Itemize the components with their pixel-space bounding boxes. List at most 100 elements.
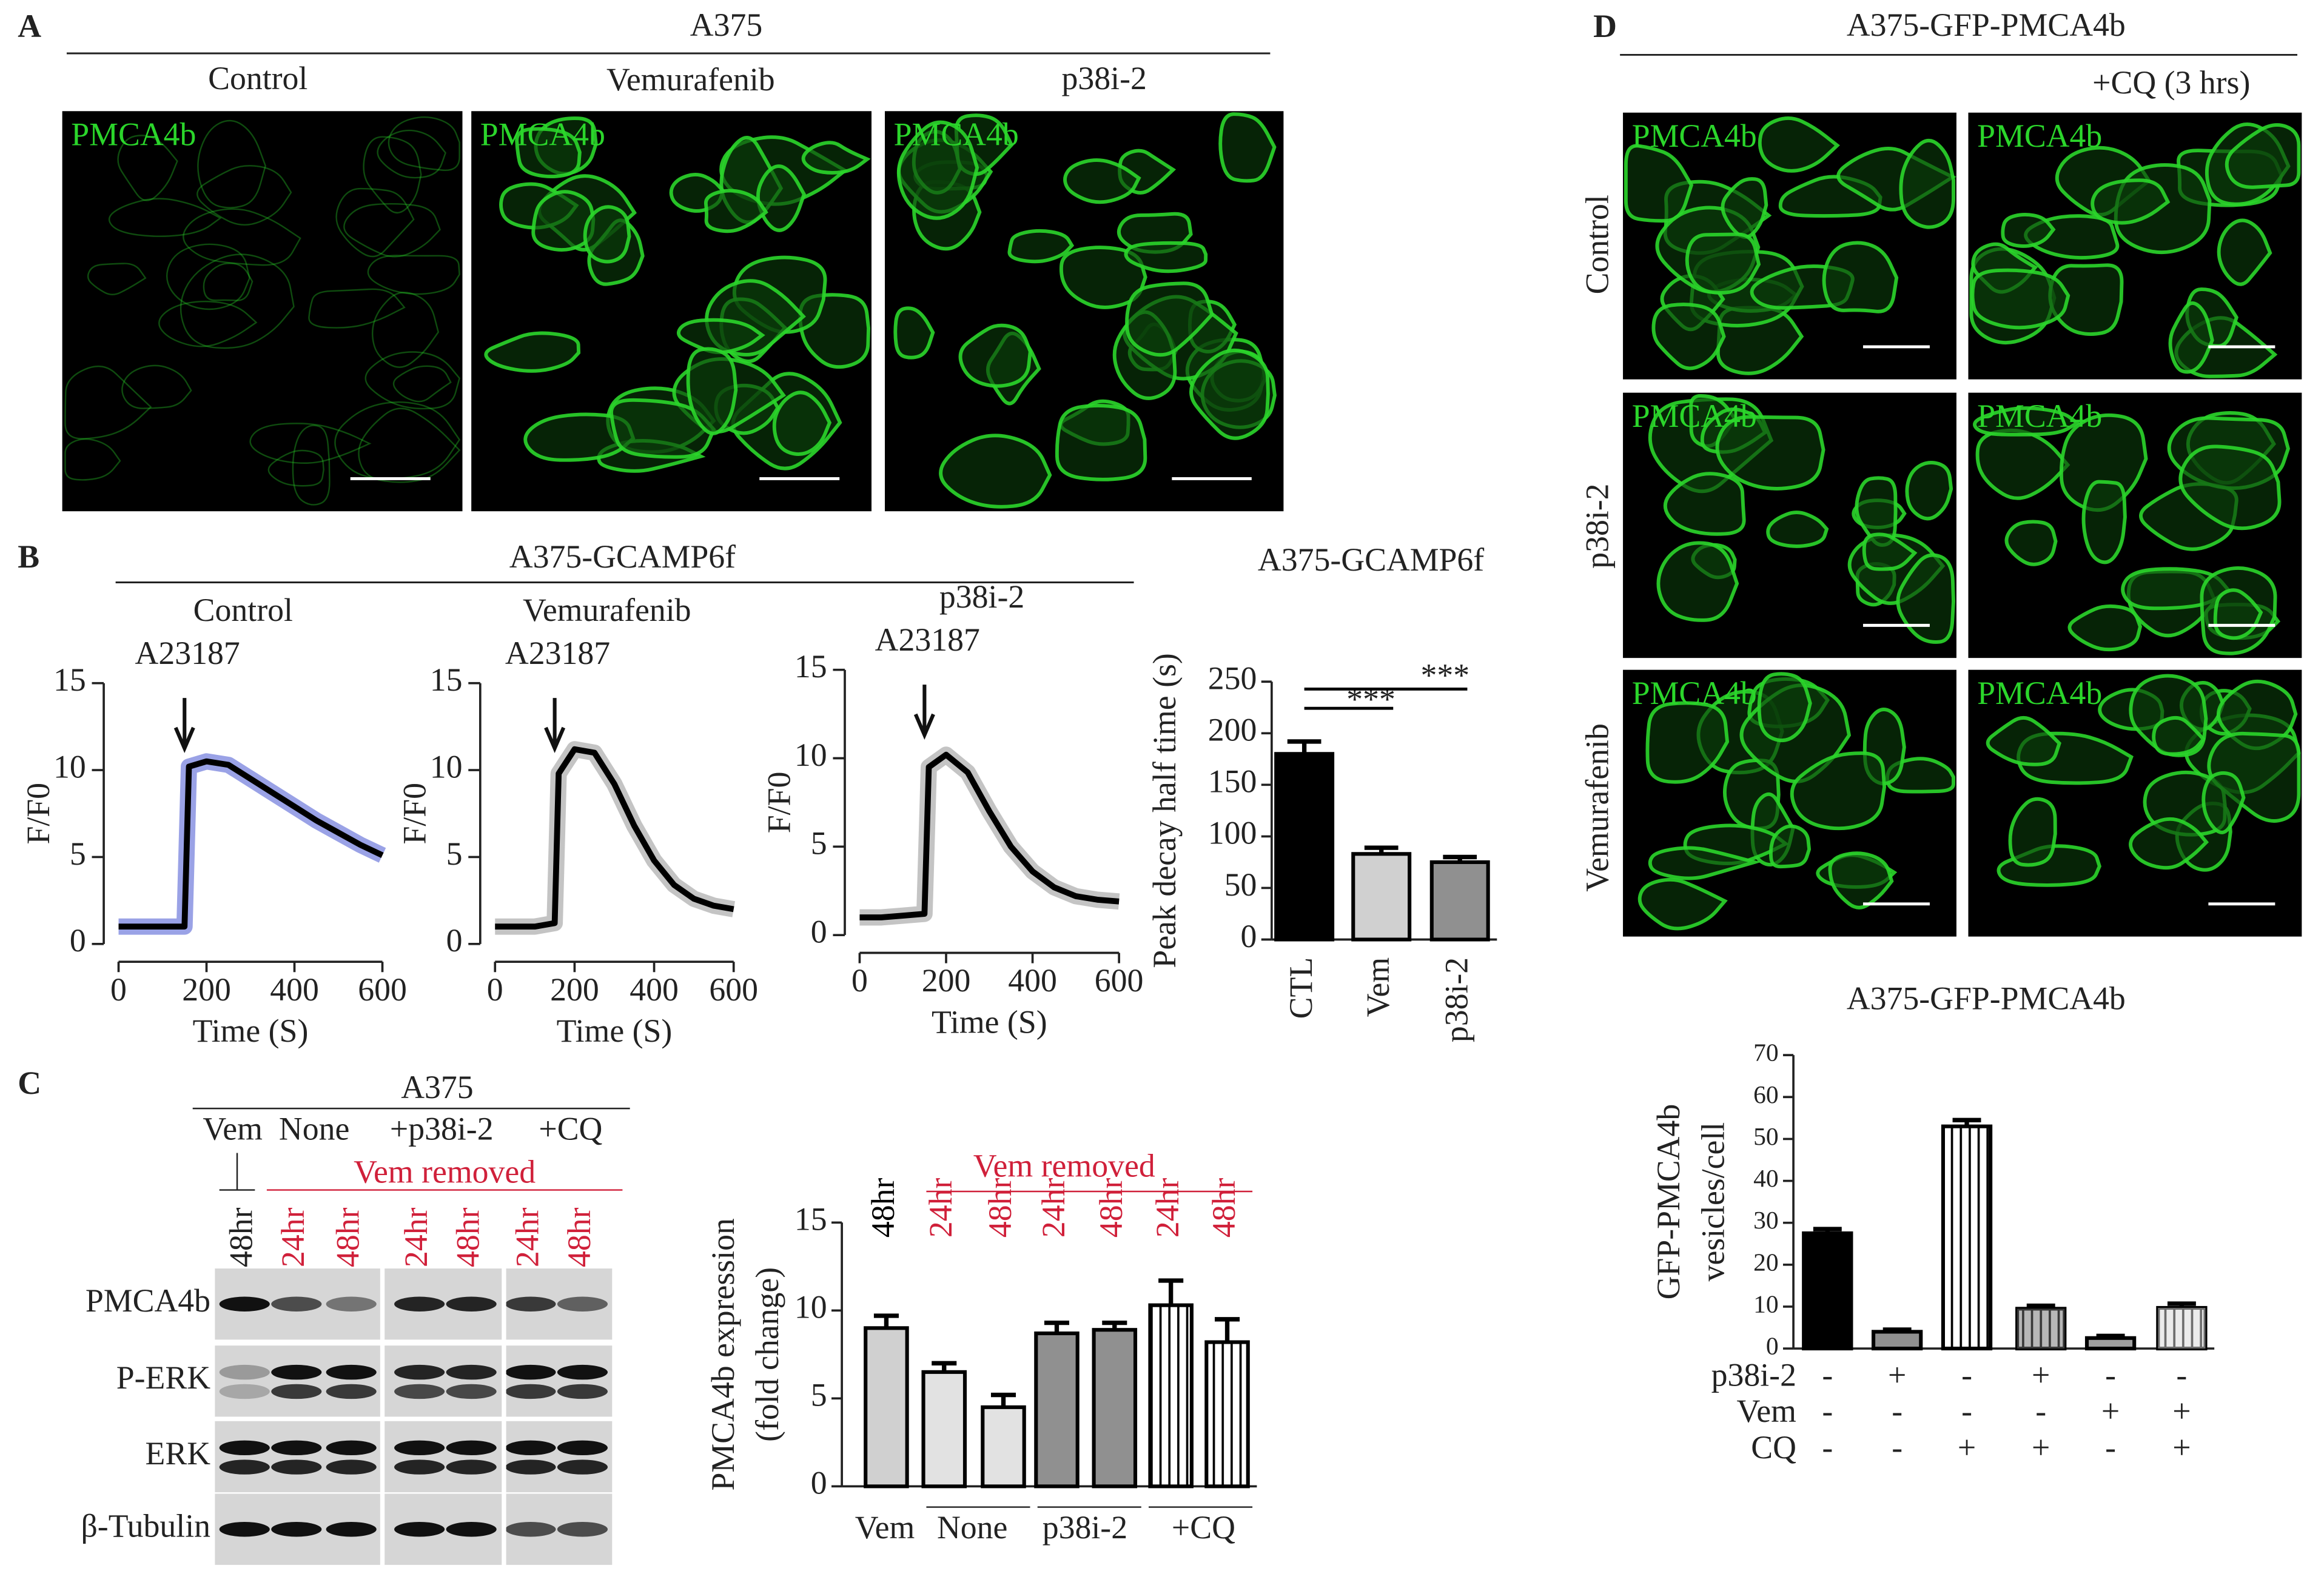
blot-band — [219, 1459, 270, 1475]
bar — [981, 1405, 1026, 1489]
cell-outline — [2001, 213, 2056, 248]
lane-label: 48hr — [561, 1207, 597, 1267]
lane-label: 48hr — [223, 1207, 260, 1267]
blot-band — [557, 1459, 608, 1475]
cell-outline — [2178, 444, 2282, 531]
blot-band — [219, 1521, 270, 1537]
row-label: Vemurafenib — [1579, 723, 1616, 892]
trace — [495, 746, 734, 930]
cell-outline — [2008, 797, 2057, 867]
bar-tint — [2158, 1307, 2206, 1349]
cell-outline — [87, 263, 147, 295]
cell-outline — [196, 165, 292, 226]
table-cell: - — [2105, 1356, 2116, 1393]
cell-outline — [308, 288, 406, 329]
y-tick-label: 10 — [1753, 1290, 1779, 1318]
bar — [1204, 1340, 1250, 1489]
blot-band — [394, 1384, 445, 1399]
cell-outline — [801, 141, 871, 175]
cell-outline — [1648, 846, 1762, 880]
bar — [1941, 1124, 1993, 1351]
y-tick-label: 150 — [1208, 763, 1257, 800]
y-tick-label: 5 — [811, 1377, 827, 1413]
bar — [1034, 1331, 1080, 1489]
blot-row-label: β-Tubulin — [81, 1508, 210, 1544]
panel-title: A375-GFP-PMCA4b — [1847, 7, 2126, 43]
y-axis-label: vesicles/cell — [1694, 1122, 1731, 1282]
x-tick-label: 48hr — [1093, 1178, 1129, 1238]
table-cell: - — [2105, 1429, 2116, 1466]
cell-outline — [1766, 511, 1829, 548]
cell-outline — [1822, 241, 1899, 313]
blot-band — [446, 1459, 497, 1475]
group-label: Vem — [203, 1111, 263, 1147]
cell-outline — [180, 253, 295, 349]
cell-outline — [2225, 123, 2301, 189]
cell-outline — [1663, 472, 1746, 536]
chart-title: p38i-2 — [939, 578, 1024, 615]
group-label: +p38i-2 — [390, 1111, 494, 1147]
y-axis-label: (fold change) — [749, 1267, 785, 1442]
cell-outline — [1721, 177, 1768, 239]
blot-band — [219, 1296, 270, 1312]
cell-outline — [610, 398, 716, 459]
cell-outline — [183, 208, 301, 266]
blot-band — [271, 1296, 322, 1312]
blot-band — [326, 1440, 377, 1456]
y-tick-label: 10 — [794, 737, 827, 773]
bar — [2084, 1336, 2137, 1351]
blot-strip — [215, 1345, 613, 1417]
trace — [118, 758, 384, 930]
blot-band — [446, 1364, 497, 1380]
blot-band — [505, 1459, 556, 1475]
blot-strip — [215, 1421, 613, 1493]
significance-label: *** — [1346, 681, 1395, 717]
y-tick-label: 250 — [1208, 660, 1257, 697]
table-row-label: CQ — [1751, 1429, 1796, 1466]
y-tick-label: 0 — [446, 922, 463, 959]
blot-band — [505, 1521, 556, 1537]
blot-band — [394, 1440, 445, 1456]
x-tick-label: 200 — [550, 971, 599, 1008]
blot-band — [326, 1384, 377, 1399]
y-tick-label: 0 — [1241, 918, 1257, 954]
y-tick-label: 10 — [53, 748, 86, 785]
annotation: A23187 — [505, 635, 610, 671]
table-row-label: p38i-2 — [1711, 1356, 1796, 1393]
chart-title: Control — [193, 592, 293, 628]
table-cell: + — [2032, 1429, 2050, 1466]
y-axis-label: F/F0 — [761, 772, 798, 834]
cell-outline — [583, 205, 631, 264]
panel-letter: D — [1593, 8, 1617, 44]
removed-label: Vem removed — [354, 1153, 536, 1190]
y-tick-label: 50 — [1224, 866, 1257, 903]
stimulus-arrow — [173, 698, 195, 753]
cell-outline — [363, 136, 422, 214]
cell-outline — [197, 119, 267, 209]
cell-outline — [2004, 520, 2058, 566]
stain-label: PMCA4b — [1977, 398, 2102, 434]
blot-band — [219, 1384, 270, 1399]
y-axis-label: GFP-PMCA4b — [1650, 1104, 1687, 1300]
chart-title: Vemurafenib — [523, 592, 691, 628]
cell-outline — [2129, 817, 2209, 870]
cell-outline — [1055, 404, 1147, 481]
stain-label: PMCA4b — [1632, 398, 1757, 434]
blot-band — [557, 1440, 608, 1456]
cell-outline — [64, 438, 121, 481]
table-cell: + — [2172, 1393, 2191, 1429]
cell-outline — [2201, 771, 2246, 834]
blot-band — [557, 1296, 608, 1312]
cell-outline — [1218, 112, 1277, 183]
cell-outline — [1656, 541, 1739, 622]
table-cell: - — [1892, 1393, 1903, 1429]
panel-title: A375-GCAMP6f — [509, 538, 736, 575]
stain-label: PMCA4b — [1632, 118, 1757, 154]
y-tick-label: 5 — [811, 825, 827, 862]
cell-outline — [686, 347, 738, 435]
y-tick-label: 10 — [430, 748, 463, 785]
x-axis-label: Time (S) — [557, 1013, 673, 1049]
blot-band — [394, 1459, 445, 1475]
blot-band — [219, 1364, 270, 1380]
cell-outline — [1685, 232, 1761, 295]
